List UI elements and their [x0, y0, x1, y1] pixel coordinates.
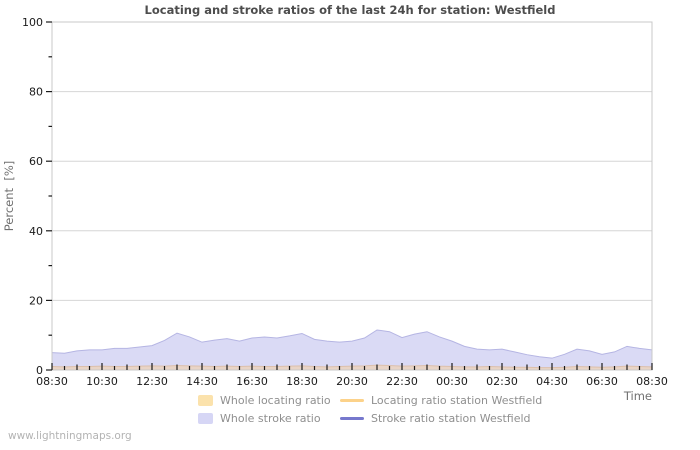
- area-series: [52, 329, 652, 370]
- watermark: www.lightningmaps.org: [8, 430, 132, 442]
- x-tick-label: 12:30: [136, 375, 168, 388]
- legend-item-whole-stroke-ratio: Whole stroke ratio: [198, 412, 330, 425]
- line-swatch-icon: [340, 399, 364, 402]
- area-series-edge: [51, 329, 653, 359]
- x-axis-title: Time: [623, 389, 652, 403]
- legend-label: Locating ratio station Westfield: [371, 394, 543, 407]
- x-tick-label: 18:30: [286, 375, 318, 388]
- y-tick-label: 40: [29, 225, 43, 238]
- x-tick-label: 14:30: [186, 375, 218, 388]
- legend-item-stroke-ratio-station: Stroke ratio station Westfield: [340, 412, 542, 425]
- area-swatch-icon: [198, 413, 213, 424]
- x-tick-label: 20:30: [336, 375, 368, 388]
- area-swatch-icon: [198, 395, 213, 406]
- x-tick-label: 16:30: [236, 375, 268, 388]
- x-tick-label: 04:30: [536, 375, 568, 388]
- x-tick-label: 06:30: [586, 375, 618, 388]
- line-swatch-icon: [340, 417, 364, 420]
- chart-legend: Whole locating ratio Locating ratio stat…: [198, 394, 542, 425]
- chart-title: Locating and stroke ratios of the last 2…: [144, 3, 556, 17]
- y-axis-title: Percent [%]: [2, 161, 16, 231]
- x-tick-label: 02:30: [486, 375, 518, 388]
- plot-frame: [51, 21, 653, 371]
- y-tick-label: 80: [29, 86, 43, 99]
- legend-label: Stroke ratio station Westfield: [371, 412, 531, 425]
- x-tick-label: 08:30: [636, 375, 668, 388]
- x-tick-label: 00:30: [436, 375, 468, 388]
- legend-label: Whole stroke ratio: [220, 412, 321, 425]
- y-tick-label: 0: [36, 364, 43, 377]
- y-tick-label: 20: [29, 294, 43, 307]
- legend-item-locating-ratio-station: Locating ratio station Westfield: [340, 394, 542, 407]
- x-tick-label: 10:30: [86, 375, 118, 388]
- legend-label: Whole locating ratio: [220, 394, 331, 407]
- x-tick-label: 08:30: [36, 375, 68, 388]
- y-tick-label: 60: [29, 155, 43, 168]
- legend-item-whole-locating-ratio: Whole locating ratio: [198, 394, 331, 407]
- x-tick-label: 22:30: [386, 375, 418, 388]
- y-tick-label: 100: [22, 16, 43, 29]
